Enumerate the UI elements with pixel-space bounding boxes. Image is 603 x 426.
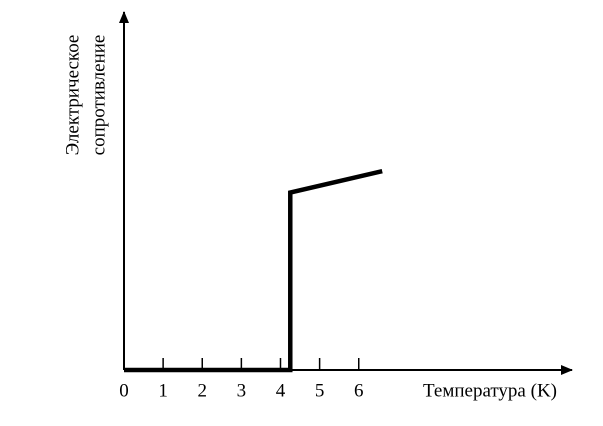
- x-axis-label: Температура (K): [423, 380, 557, 401]
- y-axis-label: сопротивление: [88, 35, 109, 156]
- x-tick-label: 0: [119, 380, 129, 401]
- y-axis-label: Электрическое: [62, 35, 83, 156]
- x-tick-label: 6: [354, 380, 364, 401]
- x-tick-label: 2: [197, 380, 207, 401]
- line: [124, 169, 383, 373]
- x-tick-label: 4: [276, 380, 286, 401]
- x-tick-label: 1: [158, 380, 168, 401]
- x-tick-label: 5: [315, 380, 325, 401]
- x-tick-label: 3: [237, 380, 247, 401]
